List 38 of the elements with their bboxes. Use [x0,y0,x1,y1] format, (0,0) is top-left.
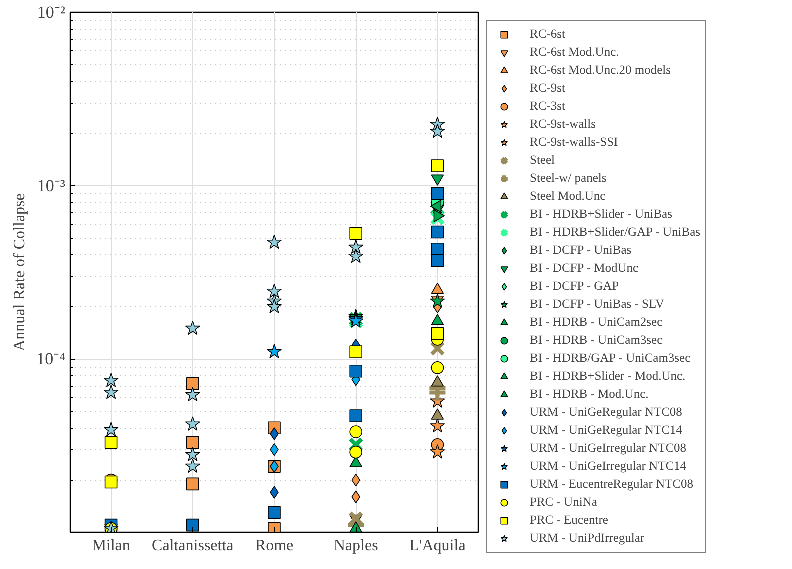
x-tick-label: Rome [255,538,294,554]
legend-label: URM - UniGeIrregular NTC14 [530,458,687,475]
legend-label: PRC - Eucentre [530,512,608,529]
legend-label: RC-6st [530,26,566,43]
legend-label: BI - HDRB - UniCam2sec [530,314,663,331]
x-tick-label: Caltanissetta [152,538,234,554]
legend-label: RC-9st [530,80,566,97]
legend-label: URM - UniPdIrregular [530,530,645,547]
legend-label: RC-6st Mod.Unc.20 models [530,62,671,79]
legend-label: BI - HDRB+Slider - UniBas [530,206,672,223]
legend-label: BI - HDRB - Mod.Unc. [530,386,649,403]
legend-label: BI - HDRB/GAP - UniCam3sec [530,350,691,367]
legend-label: URM - UniGeIrregular NTC08 [530,440,687,457]
legend-label: BI - HDRB - UniCam3sec [530,332,663,349]
legend-label: RC-3st [530,98,566,115]
y-tick-label: 10⁻² [37,3,66,22]
x-tick-label: Naples [334,538,378,554]
legend-label: RC-9st-walls-SSI [530,134,618,151]
y-tick-label: 10⁻³ [37,176,66,196]
legend-label: URM - UniGeRegular NTC08 [530,404,682,421]
legend-label: BI - HDRB+Slider/GAP - UniBas [530,224,700,241]
x-tick-label: Milan [92,538,130,554]
legend-label: Steel [530,152,555,169]
legend-label: PRC - UniNa [530,494,598,511]
legend-label: RC-9st-walls [530,116,596,133]
legend-label: Steel Mod.Unc [530,188,606,205]
x-tick-label: L'Aquila [410,538,466,554]
y-axis-title: Annual Rate of Collapse [12,194,29,352]
legend-label: Steel-w/ panels [530,170,607,187]
legend-label: RC-6st Mod.Unc. [530,44,620,61]
legend-label: BI - HDRB+Slider - Mod.Unc. [530,368,686,385]
legend-label: BI - DCFP - UniBas [530,242,632,259]
legend-label: URM - EucentreRegular NTC08 [530,476,694,493]
legend-label: BI - DCFP - UniBas - SLV [530,296,665,313]
y-tick-label: 10⁻⁴ [36,350,66,369]
legend-label: BI - DCFP - ModUnc [530,260,639,277]
legend-label: BI - DCFP - GAP [530,278,620,295]
legend-label: URM - UniGeRegular NTC14 [530,422,682,439]
